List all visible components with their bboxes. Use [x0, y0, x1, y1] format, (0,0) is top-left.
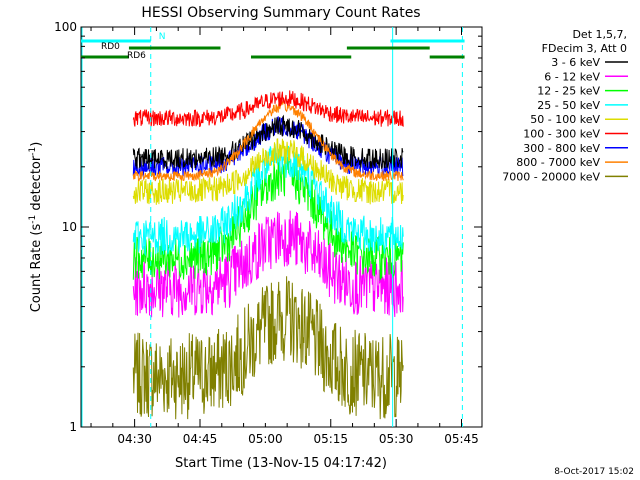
- chart-title: HESSI Observing Summary Count Rates: [141, 5, 420, 21]
- series-line: [132, 276, 404, 420]
- data-layer: [132, 90, 404, 420]
- y-tick-label: 1: [69, 420, 77, 434]
- flag-bars: N RD0 RD6: [81, 32, 465, 61]
- y-ticks: 1 10 100: [54, 20, 482, 434]
- legend-label: 50 - 100 keV: [530, 113, 600, 126]
- legend-label: 800 - 7000 keV: [516, 156, 600, 169]
- legend-label: 12 - 25 keV: [537, 85, 600, 98]
- x-tick-label: 05:45: [444, 432, 479, 446]
- legend-label: 7000 - 20000 keV: [502, 170, 600, 183]
- y-tick-label: 100: [54, 20, 77, 34]
- y-tick-label: 10: [62, 220, 77, 234]
- legend-label: 3 - 6 keV: [551, 56, 600, 69]
- y-axis-label-mid: detector: [29, 155, 44, 215]
- footer-date: 8-Oct-2017 15:02: [554, 467, 634, 477]
- flag-label: N: [159, 32, 166, 42]
- series-line: [132, 138, 404, 205]
- legend-label: 25 - 50 keV: [537, 99, 600, 112]
- y-axis-label-sup2: -1: [28, 147, 38, 156]
- y-axis-label: Count Rate (s-1 detector-1): [28, 142, 44, 313]
- x-tick-label: 05:15: [313, 432, 348, 446]
- plot-area: N RD0 RD6 1 10 100 04:30 04:45 05:00 05:15 05:30…: [54, 20, 483, 446]
- legend-label: 6 - 12 keV: [544, 70, 600, 83]
- series-line: [132, 210, 404, 318]
- x-tick-label: 04:45: [183, 432, 218, 446]
- y-axis-label-main: Count Rate (s: [29, 224, 44, 313]
- series-line: [132, 90, 404, 128]
- x-tick-label: 05:30: [379, 432, 414, 446]
- legend-header-line2: FDecim 3, Att 0: [542, 42, 627, 55]
- y-axis-label-end: ): [29, 142, 44, 147]
- x-tick-label: 04:30: [117, 432, 152, 446]
- x-axis-label: Start Time (13-Nov-15 04:17:42): [175, 456, 387, 471]
- flag-label: RD6: [127, 51, 146, 61]
- flag-label: RD0: [101, 42, 120, 52]
- series-line: [132, 155, 404, 281]
- legend-label: 300 - 800 keV: [523, 142, 600, 155]
- x-ticks: 04:30 04:45 05:00 05:15 05:30 05:45: [90, 27, 479, 446]
- series-line: [132, 100, 404, 182]
- y-axis-label-sup1: -1: [28, 215, 38, 224]
- x-tick-label: 05:00: [248, 432, 283, 446]
- legend-label: 100 - 300 keV: [523, 128, 600, 141]
- series-line: [132, 114, 404, 170]
- legend-header-line1: Det 1,5,7,: [572, 28, 627, 41]
